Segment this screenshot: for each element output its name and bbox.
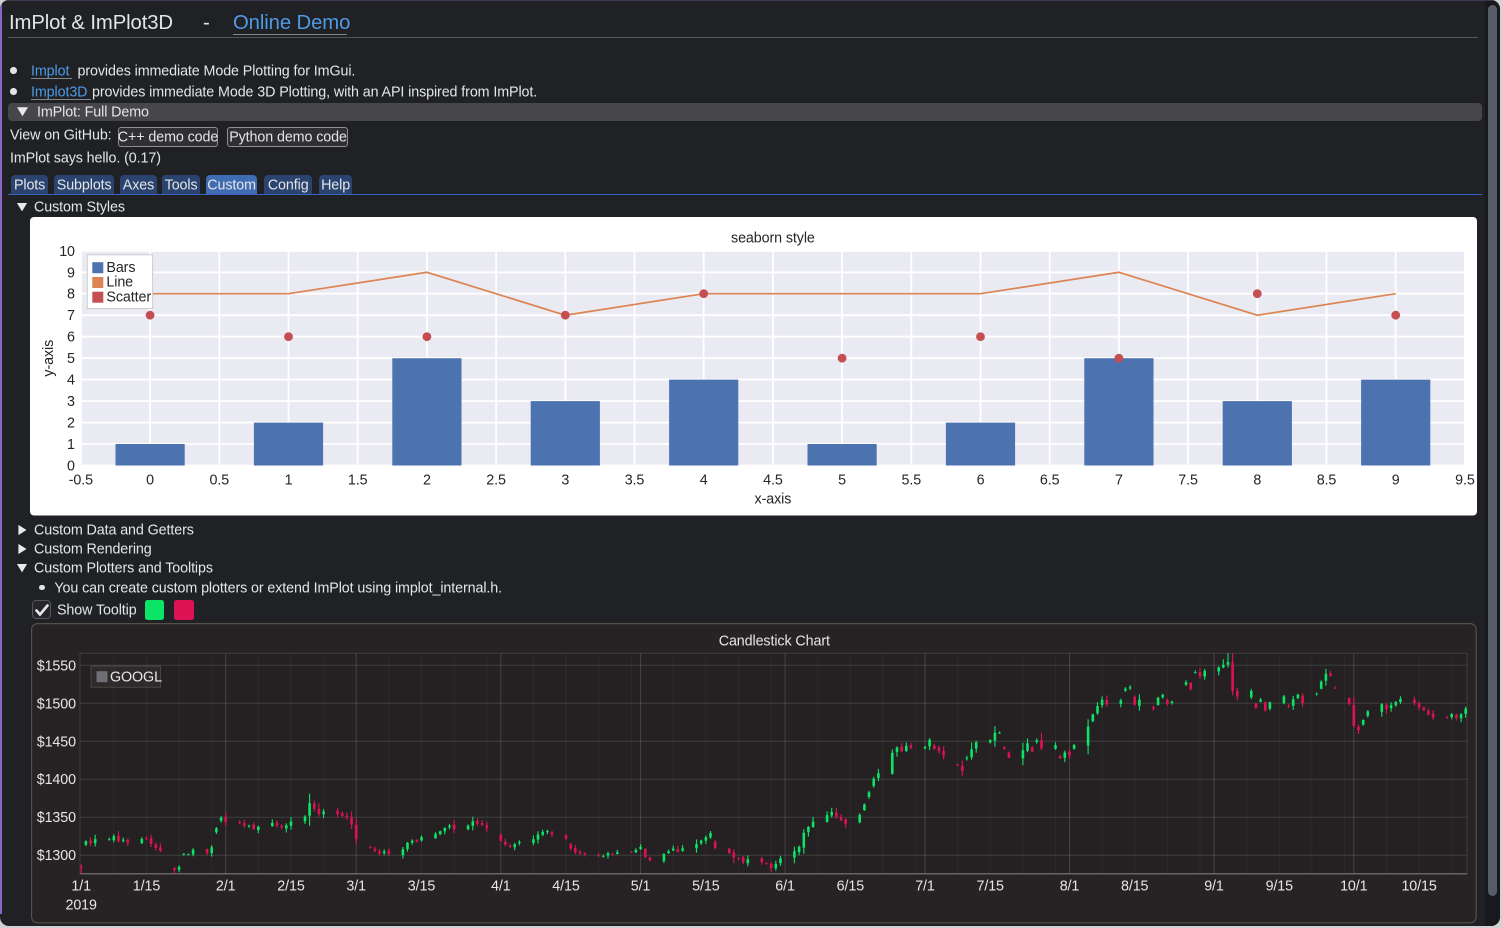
svg-text:provides immediate Mode Plotti: provides immediate Mode Plotting for ImG… — [78, 63, 356, 79]
svg-text:Tools: Tools — [165, 178, 198, 194]
svg-text:6/1: 6/1 — [775, 878, 795, 894]
svg-text:Show Tooltip: Show Tooltip — [57, 603, 137, 619]
svg-text:6: 6 — [67, 330, 75, 346]
svg-text:seaborn style: seaborn style — [731, 231, 815, 247]
svg-text:x-axis: x-axis — [755, 492, 792, 508]
svg-text:1.5: 1.5 — [348, 473, 368, 489]
svg-text:Scatter: Scatter — [106, 289, 151, 305]
svg-text:y-axis: y-axis — [41, 340, 57, 377]
svg-text:Subplots: Subplots — [57, 178, 112, 194]
svg-text:5: 5 — [838, 473, 846, 489]
svg-text:Plots: Plots — [14, 178, 45, 194]
svg-text:1/1: 1/1 — [71, 878, 91, 894]
svg-text:4: 4 — [67, 373, 75, 389]
svg-text:3.5: 3.5 — [625, 473, 645, 489]
svg-text:-: - — [203, 12, 210, 34]
svg-text:7: 7 — [1115, 473, 1123, 489]
svg-text:8.5: 8.5 — [1317, 473, 1337, 489]
svg-text:$1450: $1450 — [37, 734, 76, 750]
svg-text:5.5: 5.5 — [902, 473, 922, 489]
svg-text:6/15: 6/15 — [837, 878, 865, 894]
svg-text:Custom Data and Getters: Custom Data and Getters — [34, 523, 194, 539]
svg-text:4/15: 4/15 — [552, 878, 580, 894]
svg-text:Bars: Bars — [106, 260, 135, 276]
svg-text:9: 9 — [1392, 473, 1400, 489]
svg-text:7.5: 7.5 — [1178, 473, 1198, 489]
svg-text:7/15: 7/15 — [976, 878, 1004, 894]
svg-text:8/15: 8/15 — [1121, 878, 1149, 894]
svg-text:3: 3 — [67, 394, 75, 410]
svg-text:1: 1 — [67, 437, 75, 453]
svg-text:7: 7 — [67, 308, 75, 324]
svg-text:Custom Rendering: Custom Rendering — [34, 542, 152, 558]
svg-text:Custom Plotters and Tooltips: Custom Plotters and Tooltips — [34, 560, 213, 576]
svg-text:Config: Config — [268, 178, 309, 194]
svg-text:8/1: 8/1 — [1060, 878, 1080, 894]
svg-text:2.5: 2.5 — [486, 473, 506, 489]
svg-text:ImPlot: Full Demo: ImPlot: Full Demo — [37, 105, 149, 121]
svg-text:$1550: $1550 — [37, 658, 76, 674]
svg-text:-0.5: -0.5 — [69, 473, 93, 489]
svg-text:Custom Styles: Custom Styles — [34, 200, 125, 216]
svg-text:4: 4 — [700, 473, 708, 489]
svg-text:Help: Help — [321, 178, 350, 194]
svg-text:3: 3 — [561, 473, 569, 489]
svg-text:7/1: 7/1 — [915, 878, 935, 894]
svg-text:2019: 2019 — [65, 897, 97, 913]
svg-text:4.5: 4.5 — [763, 473, 783, 489]
svg-text:You can create custom plotters: You can create custom plotters or extend… — [54, 581, 502, 597]
svg-text:Custom: Custom — [207, 178, 256, 194]
svg-text:1/15: 1/15 — [133, 878, 161, 894]
svg-text:Implot: Implot — [31, 63, 69, 79]
svg-text:10/1: 10/1 — [1340, 878, 1368, 894]
svg-text:3/1: 3/1 — [346, 878, 366, 894]
svg-text:Candlestick Chart: Candlestick Chart — [719, 633, 830, 649]
svg-text:5: 5 — [67, 351, 75, 367]
svg-text:Implot3D: Implot3D — [31, 84, 87, 100]
svg-text:$1350: $1350 — [37, 810, 76, 826]
svg-text:8: 8 — [1253, 473, 1261, 489]
svg-text:4/1: 4/1 — [491, 878, 511, 894]
svg-text:$1300: $1300 — [37, 848, 76, 864]
svg-text:0.5: 0.5 — [210, 473, 230, 489]
svg-text:Online Demo: Online Demo — [233, 12, 350, 34]
svg-text:9: 9 — [67, 265, 75, 281]
svg-text:6.5: 6.5 — [1040, 473, 1060, 489]
svg-text:1: 1 — [285, 473, 293, 489]
svg-text:5/15: 5/15 — [692, 878, 720, 894]
svg-text:2/1: 2/1 — [216, 878, 236, 894]
svg-text:C++ demo code: C++ demo code — [118, 129, 219, 145]
svg-text:Line: Line — [106, 275, 133, 291]
svg-text:9/1: 9/1 — [1204, 878, 1224, 894]
svg-text:10: 10 — [59, 244, 75, 260]
svg-text:View on GitHub:: View on GitHub: — [10, 128, 112, 144]
svg-text:10/15: 10/15 — [1401, 878, 1436, 894]
svg-text:$1500: $1500 — [37, 696, 76, 712]
svg-text:9/15: 9/15 — [1266, 878, 1294, 894]
svg-text:3/15: 3/15 — [408, 878, 436, 894]
svg-text:$1400: $1400 — [37, 772, 76, 788]
svg-text:2: 2 — [67, 416, 75, 432]
svg-text:GOOGL: GOOGL — [110, 669, 162, 685]
svg-text:8: 8 — [67, 287, 75, 303]
svg-text:0: 0 — [67, 459, 75, 475]
svg-text:Axes: Axes — [123, 178, 154, 194]
svg-text:5/1: 5/1 — [631, 878, 651, 894]
svg-text:2: 2 — [423, 473, 431, 489]
svg-text:ImPlot says hello. (0.17): ImPlot says hello. (0.17) — [10, 151, 161, 167]
svg-text:9.5: 9.5 — [1455, 473, 1475, 489]
svg-text:provides immediate Mode 3D Plo: provides immediate Mode 3D Plotting, wit… — [92, 84, 537, 100]
svg-text:0: 0 — [146, 473, 154, 489]
svg-text:2/15: 2/15 — [277, 878, 305, 894]
svg-text:6: 6 — [977, 473, 985, 489]
svg-text:ImPlot & ImPlot3D: ImPlot & ImPlot3D — [9, 12, 173, 34]
svg-text:Python demo code: Python demo code — [229, 129, 347, 145]
